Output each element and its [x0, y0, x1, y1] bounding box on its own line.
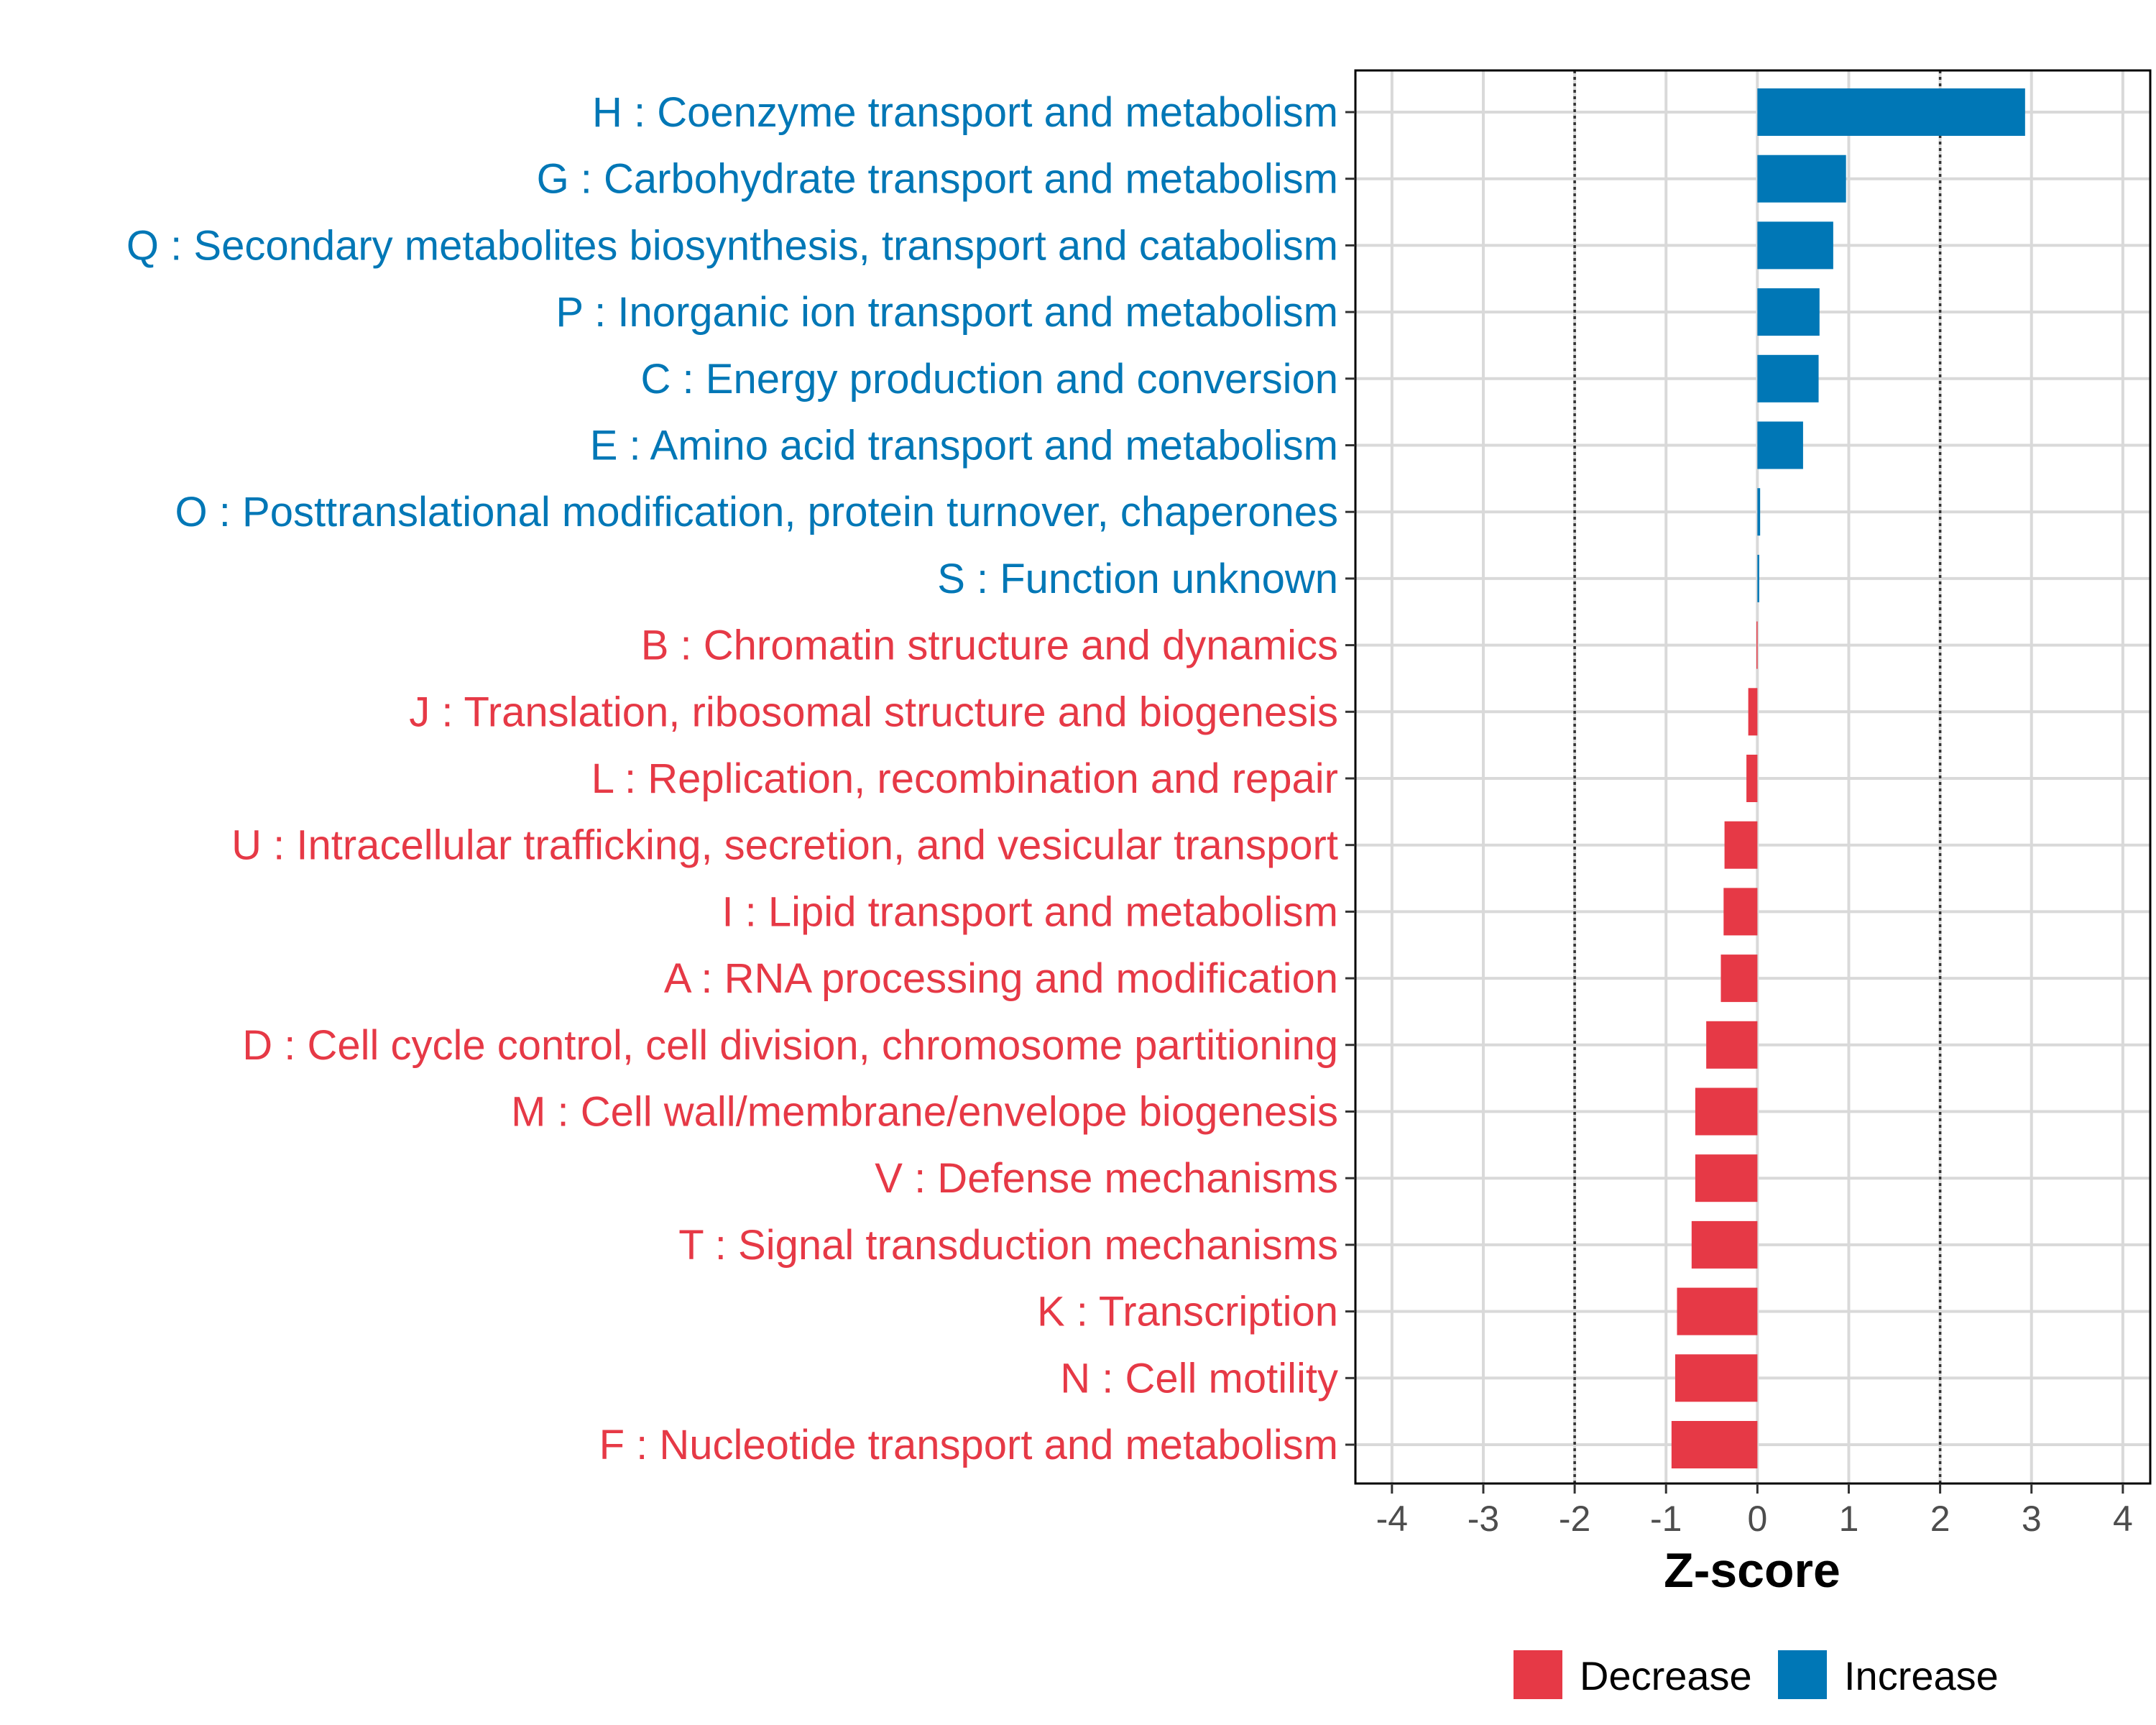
- bar: [1723, 888, 1758, 936]
- x-tick-label: 4: [2113, 1499, 2133, 1539]
- category-label: E : Amino acid transport and metabolism: [590, 423, 1338, 469]
- reference-lines: [1573, 70, 1942, 1484]
- y-axis-category-labels: H : Coenzyme transport and metabolism G :…: [126, 89, 1338, 1468]
- category-label: L : Replication, recombination and repai…: [591, 755, 1338, 802]
- bars: [1671, 88, 2025, 1468]
- bar: [1757, 288, 1820, 336]
- bar: [1691, 1220, 1758, 1269]
- y-axis-ticks: [1345, 111, 1355, 1446]
- bar: [1695, 1154, 1758, 1202]
- bar: [1677, 1287, 1758, 1335]
- category-label: C : Energy production and conversion: [641, 356, 1338, 402]
- bar: [1674, 1354, 1758, 1402]
- x-tick-label: -3: [1468, 1499, 1499, 1539]
- bar: [1757, 155, 1846, 203]
- x-axis-ticks: -4 -3 -2 -1 0 1 2 3 4: [1376, 1484, 2133, 1539]
- category-label: G : Carbohydrate transport and metabolis…: [537, 156, 1338, 203]
- category-label: O : Posttranslational modification, prot…: [175, 489, 1338, 535]
- bar: [1757, 554, 1759, 602]
- bar: [1706, 1021, 1758, 1069]
- bar: [1757, 488, 1761, 536]
- legend: Decrease Increase: [1514, 1650, 1999, 1699]
- category-label: Q : Secondary metabolites biosynthesis, …: [126, 222, 1338, 269]
- category-label: T : Signal transduction mechanisms: [678, 1222, 1338, 1269]
- bar: [1724, 821, 1758, 869]
- bar: [1720, 954, 1758, 1003]
- x-tick-label: -4: [1376, 1499, 1408, 1539]
- x-tick-label: 0: [1747, 1499, 1767, 1539]
- category-label: K : Transcription: [1037, 1289, 1338, 1335]
- category-label: H : Coenzyme transport and metabolism: [592, 89, 1338, 136]
- category-label: F : Nucleotide transport and metabolism: [599, 1422, 1338, 1468]
- category-label: N : Cell motility: [1060, 1355, 1338, 1402]
- x-tick-label: -1: [1650, 1499, 1682, 1539]
- bar: [1757, 88, 2025, 136]
- category-label: J : Translation, ribosomal structure and…: [409, 689, 1338, 735]
- category-label: I : Lipid transport and metabolism: [722, 888, 1338, 935]
- category-label: B : Chromatin structure and dynamics: [641, 622, 1338, 669]
- x-axis-title: Z-score: [1664, 1543, 1841, 1598]
- legend-key-decrease: [1514, 1650, 1562, 1699]
- category-label: P : Inorganic ion transport and metaboli…: [556, 289, 1338, 336]
- bar: [1695, 1087, 1758, 1136]
- category-label: V : Defense mechanisms: [875, 1155, 1338, 1202]
- bar: [1671, 1421, 1758, 1468]
- category-label: S : Function unknown: [937, 556, 1338, 602]
- category-label: D : Cell cycle control, cell division, c…: [242, 1022, 1338, 1069]
- legend-key-increase: [1778, 1650, 1827, 1699]
- bar: [1757, 421, 1803, 469]
- x-tick-label: 2: [1930, 1499, 1950, 1539]
- category-label: A : RNA processing and modification: [664, 955, 1338, 1002]
- x-tick-label: 3: [2022, 1499, 2042, 1539]
- category-label: U : Intracellular trafficking, secretion…: [231, 822, 1338, 869]
- bar: [1757, 354, 1819, 402]
- x-tick-label: 1: [1839, 1499, 1859, 1539]
- bar: [1746, 755, 1758, 802]
- plot-panel-border: [1354, 69, 2152, 1485]
- bar: [1757, 221, 1833, 270]
- category-label: M : Cell wall/membrane/envelope biogenes…: [511, 1089, 1338, 1136]
- legend-label-decrease: Decrease: [1580, 1653, 1752, 1698]
- legend-label-increase: Increase: [1844, 1653, 1999, 1698]
- bar: [1748, 688, 1758, 736]
- x-tick-label: -2: [1559, 1499, 1590, 1539]
- bar: [1756, 621, 1758, 669]
